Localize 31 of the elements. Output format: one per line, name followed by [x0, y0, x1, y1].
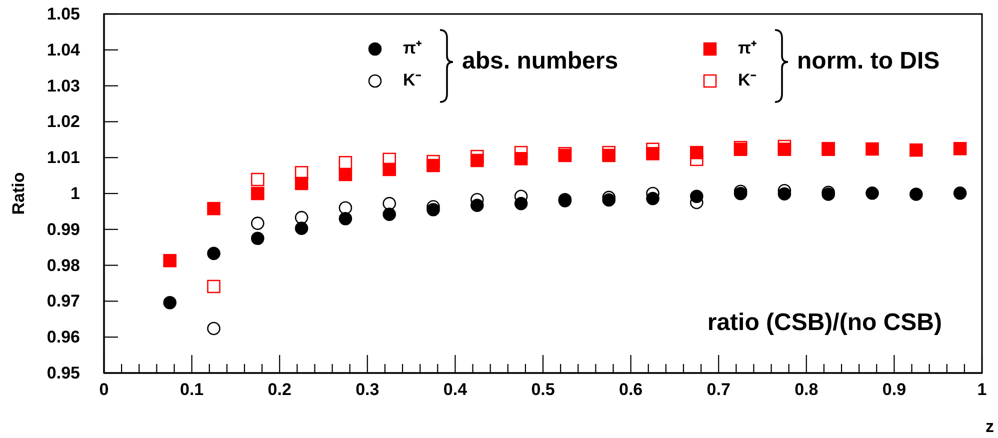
x-tick-label: 0 — [99, 380, 109, 400]
x-tick-label: 0.7 — [706, 380, 730, 400]
y-tick-label: 0.97 — [46, 292, 80, 311]
annotation: norm. to DIS — [797, 47, 940, 74]
y-tick-label: 1.04 — [46, 40, 81, 60]
x-tick-label: 1 — [977, 380, 987, 400]
x-tick-label: 0.9 — [882, 380, 906, 400]
y-tick-label: 1.05 — [46, 4, 80, 24]
y-tick-label: 0.96 — [46, 328, 80, 347]
x-tick-label: 0.2 — [268, 380, 292, 400]
y-tick-label: 1 — [70, 184, 80, 203]
x-tick-label: 0.5 — [531, 380, 555, 400]
legend-label: π⁺ — [738, 38, 758, 58]
y-tick-label: 1.02 — [46, 112, 80, 132]
y-tick-label: 1.01 — [46, 148, 80, 168]
x-tick-label: 0.4 — [443, 380, 468, 400]
x-tick-label: 0.3 — [356, 380, 380, 400]
y-tick-label: 0.98 — [46, 256, 80, 275]
legend-label: K⁻ — [403, 70, 422, 90]
annotation: ratio (CSB)/(no CSB) — [707, 309, 942, 336]
x-tick-label: 0.6 — [618, 380, 643, 400]
x-axis-title: z — [986, 417, 994, 436]
x-tick-label: 0.8 — [794, 380, 818, 400]
legend-label: K⁻ — [738, 70, 756, 90]
y-tick-label: 0.95 — [46, 363, 80, 382]
y-axis-title: Ratio — [9, 172, 28, 215]
x-tick-label: 0.1 — [180, 380, 204, 400]
annotation: abs. numbers — [462, 47, 618, 74]
legend-label: π⁺ — [403, 38, 422, 58]
y-tick-label: 0.99 — [46, 220, 80, 239]
y-tick-label: 1.03 — [46, 76, 80, 96]
